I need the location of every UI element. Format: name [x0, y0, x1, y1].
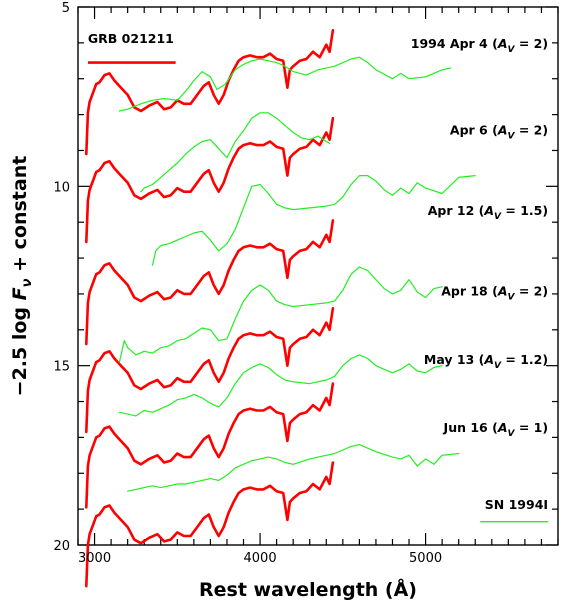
y-axis-title-group: −2.5 log Fν + constant [9, 156, 35, 397]
epoch-annotation-1: Apr 6 (AV = 2) [450, 122, 548, 141]
epoch-annotation-0: 1994 Apr 4 (AV = 2) [411, 36, 548, 55]
sn-1994i-spectrum-10 [118, 354, 443, 417]
sn-1994i-spectrum-8 [151, 175, 476, 266]
legend-grb-label: GRB 021211 [88, 31, 174, 46]
grb-021211-spectrum-2 [85, 219, 335, 346]
labels-group: 3000 4000 5000 5 10 15 20 Rest wavelength (Å) −2… [9, 1, 549, 601]
sn-1994i-spectrum-9 [118, 266, 443, 363]
y-axis-title: −2.5 log Fν + constant [9, 156, 35, 397]
plot-frame [77, 6, 559, 546]
grb-021211-spectrum-1 [85, 116, 335, 244]
epoch-annotation-4: May 13 (AV = 1.2) [424, 352, 548, 371]
x-tick-label: 5000 [409, 551, 442, 566]
grb-021211-spectrum-5 [85, 461, 335, 588]
grb-021211-spectrum-4 [85, 382, 335, 509]
y-tick-label: 20 [53, 539, 70, 554]
axes-group [77, 6, 559, 546]
x-tick-label: 4000 [244, 551, 277, 566]
y-tick-label: 5 [62, 1, 70, 16]
series-group [85, 29, 476, 588]
sn-1994i-spectrum-6 [118, 56, 451, 112]
sn-1994i-spectrum-7 [140, 112, 331, 193]
legend-sn-label: SN 1994I [485, 497, 548, 512]
x-tick-label: 3000 [78, 551, 111, 566]
sn-1994i-spectrum-11 [127, 444, 460, 492]
x-axis-title: Rest wavelength (Å) [199, 577, 417, 601]
y-tick-label: 15 [53, 360, 70, 375]
epoch-annotation-3: Apr 18 (AV = 2) [441, 284, 548, 303]
y-tick-label: 10 [53, 180, 70, 195]
grb-021211-spectrum-0 [85, 29, 335, 156]
grb-021211-spectrum-3 [85, 307, 335, 434]
epoch-annotation-5: Jun 16 (AV = 1) [443, 420, 549, 439]
epoch-annotation-2: Apr 12 (AV = 1.5) [428, 203, 548, 222]
